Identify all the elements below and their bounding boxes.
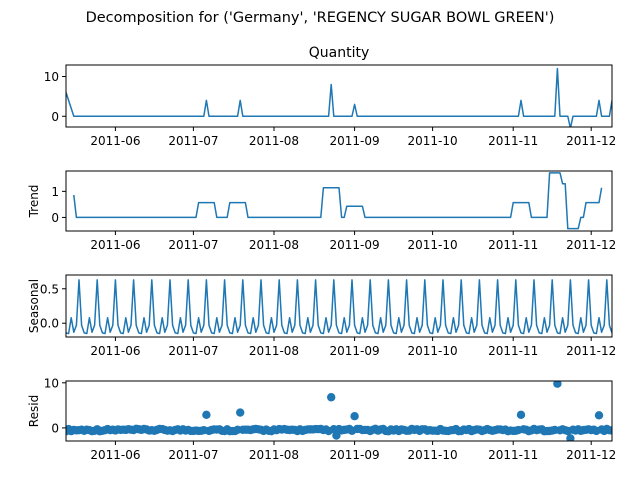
axes-frame	[65, 170, 613, 232]
y-tick-label: 10	[44, 376, 59, 390]
subplot-4: Resid 0 10 2011-06 2011-07 2011-08 2011-09 2011…	[27, 376, 616, 462]
x-tick-label: 2011-06	[90, 134, 140, 148]
x-tick-label: 2011-08	[249, 448, 299, 462]
x-tick-label: 2011-11	[488, 344, 538, 358]
x-tick-label: 2011-12	[566, 238, 616, 252]
y-tick-label: 10	[44, 70, 59, 84]
x-tick-label: 2011-08	[249, 134, 299, 148]
x-tick-label: 2011-06	[90, 344, 140, 358]
axes-frame	[65, 380, 613, 442]
figure-suptitle: Decomposition for ('Germany', 'REGENCY S…	[86, 10, 555, 26]
x-tick-label: 2011-09	[330, 344, 380, 358]
resid-outlier-point	[350, 411, 359, 421]
x-tick-label: 2011-10	[408, 134, 458, 148]
subplot-2: Trend 0 1 2011-06 2011-07 2011-08 2011-09 2011-…	[27, 170, 616, 252]
x-tick-label: 2011-12	[566, 344, 616, 358]
x-tick-label: 2011-09	[330, 134, 380, 148]
y-tick-label: 1	[51, 185, 59, 199]
resid-outlier-point	[202, 410, 211, 420]
plot-area	[73, 172, 603, 230]
resid-outlier-point	[594, 411, 604, 420]
x-tick-label: 2011-06	[90, 448, 140, 462]
y-axis-label: Seasonal	[27, 279, 41, 333]
y-axis-label: Resid	[27, 395, 41, 427]
x-tick-label: 2011-11	[488, 448, 538, 462]
x-tick-label: 2011-10	[408, 344, 458, 358]
x-tick-label: 2011-09	[330, 238, 380, 252]
resid-outlier-point	[566, 434, 575, 441]
y-tick-label: 0.0	[40, 317, 59, 331]
subplot-title: Quantity	[309, 45, 370, 61]
x-tick-label: 2011-07	[168, 238, 218, 252]
resid-outlier-point	[236, 408, 245, 417]
x-tick-label: 2011-08	[249, 344, 299, 358]
resid-outlier-point	[332, 431, 341, 440]
y-tick-label: 0.5	[40, 282, 59, 296]
x-tick-label: 2011-06	[90, 238, 140, 252]
plot-area	[66, 381, 612, 441]
y-axis-label: Trend	[27, 185, 41, 219]
x-tick-label: 2011-07	[168, 344, 218, 358]
resid-outlier-point	[327, 393, 336, 402]
x-tick-label: 2011-12	[566, 134, 616, 148]
x-tick-label: 2011-11	[488, 238, 538, 252]
x-tick-label: 2011-12	[566, 448, 616, 462]
y-tick-label: 0	[51, 110, 59, 124]
x-tick-label: 2011-09	[330, 448, 380, 462]
resid-point	[607, 426, 612, 435]
x-tick-label: 2011-10	[408, 448, 458, 462]
series-line	[73, 172, 603, 230]
plot-area	[66, 279, 612, 335]
resid-outlier-point	[516, 410, 526, 420]
axes-frame	[65, 64, 613, 128]
x-tick-label: 2011-08	[249, 238, 299, 252]
series-line	[66, 67, 612, 127]
x-tick-label: 2011-10	[408, 238, 458, 252]
x-tick-label: 2011-07	[168, 448, 218, 462]
plot-area	[66, 67, 612, 127]
seasonal-line	[66, 279, 612, 335]
x-tick-label: 2011-11	[488, 134, 538, 148]
resid-outlier-point	[553, 381, 562, 388]
y-tick-label: 0	[51, 211, 59, 225]
y-tick-label: 0	[51, 421, 59, 435]
axes-frame	[65, 274, 613, 338]
x-tick-label: 2011-07	[168, 134, 218, 148]
subplot-1: Quantity 0 10 2011-06 2011-07 2011-08 2011-09 2…	[44, 45, 617, 148]
